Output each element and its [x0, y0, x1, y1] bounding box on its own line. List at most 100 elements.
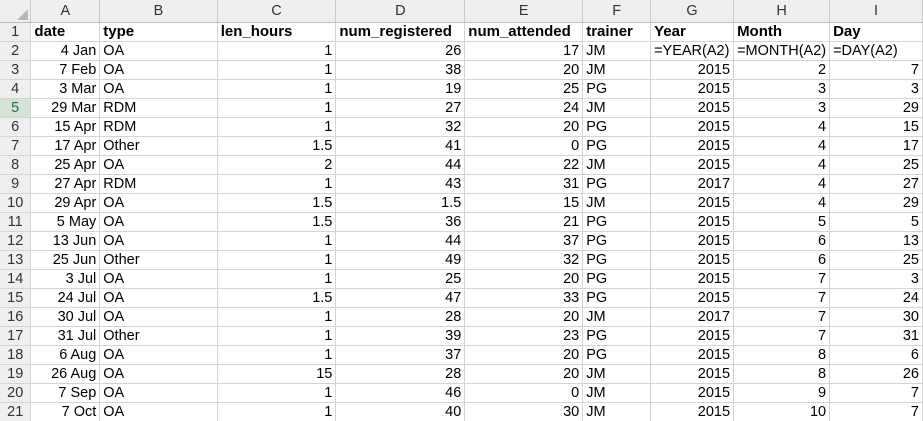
- cell-b8[interactable]: OA: [99, 155, 218, 175]
- cell-b3[interactable]: OA: [99, 60, 218, 80]
- column-title-cell[interactable]: num_registered: [335, 22, 466, 42]
- row-header-14[interactable]: 14: [0, 269, 32, 289]
- cell-f11[interactable]: PG: [582, 212, 652, 232]
- cell-i7[interactable]: 17: [829, 136, 923, 156]
- cell-b2[interactable]: OA: [99, 41, 218, 61]
- cell-a14[interactable]: 3 Jul: [30, 269, 101, 289]
- cell-c21[interactable]: 1: [217, 402, 337, 421]
- row-header-3[interactable]: 3: [0, 60, 32, 80]
- cell-g14[interactable]: 2015: [650, 269, 735, 289]
- cell-d3[interactable]: 38: [335, 60, 466, 80]
- cell-f9[interactable]: PG: [582, 174, 652, 194]
- cell-b9[interactable]: RDM: [99, 174, 218, 194]
- cell-a12[interactable]: 13 Jun: [30, 231, 101, 251]
- cell-h2[interactable]: =MONTH(A2): [733, 41, 831, 61]
- cell-c6[interactable]: 1: [217, 117, 337, 137]
- cell-i14[interactable]: 3: [829, 269, 923, 289]
- column-header-c[interactable]: C: [217, 0, 337, 23]
- cell-c14[interactable]: 1: [217, 269, 337, 289]
- cell-i19[interactable]: 26: [829, 364, 923, 384]
- cell-i16[interactable]: 30: [829, 307, 923, 327]
- cell-b11[interactable]: OA: [99, 212, 218, 232]
- cell-e8[interactable]: 22: [464, 155, 584, 175]
- cell-c16[interactable]: 1: [217, 307, 337, 327]
- cell-c5[interactable]: 1: [217, 98, 337, 118]
- cell-d20[interactable]: 46: [335, 383, 466, 403]
- cell-g21[interactable]: 2015: [650, 402, 735, 421]
- cell-g6[interactable]: 2015: [650, 117, 735, 137]
- cell-e21[interactable]: 30: [464, 402, 584, 421]
- cell-d8[interactable]: 44: [335, 155, 466, 175]
- cell-g18[interactable]: 2015: [650, 345, 735, 365]
- column-header-f[interactable]: F: [582, 0, 652, 23]
- column-title-cell[interactable]: date: [30, 22, 101, 42]
- cell-f12[interactable]: PG: [582, 231, 652, 251]
- cell-e20[interactable]: 0: [464, 383, 584, 403]
- row-header-1[interactable]: 1: [0, 22, 32, 42]
- cell-d17[interactable]: 39: [335, 326, 466, 346]
- cell-a16[interactable]: 30 Jul: [30, 307, 101, 327]
- cell-b13[interactable]: Other: [99, 250, 218, 270]
- cell-g3[interactable]: 2015: [650, 60, 735, 80]
- cell-e17[interactable]: 23: [464, 326, 584, 346]
- column-header-h[interactable]: H: [733, 0, 831, 23]
- cell-c7[interactable]: 1.5: [217, 136, 337, 156]
- cell-d21[interactable]: 40: [335, 402, 466, 421]
- cell-d12[interactable]: 44: [335, 231, 466, 251]
- cell-h5[interactable]: 3: [733, 98, 831, 118]
- row-header-2[interactable]: 2: [0, 41, 32, 61]
- cell-g16[interactable]: 2017: [650, 307, 735, 327]
- cell-e7[interactable]: 0: [464, 136, 584, 156]
- cell-e12[interactable]: 37: [464, 231, 584, 251]
- cell-g11[interactable]: 2015: [650, 212, 735, 232]
- column-title-cell[interactable]: num_attended: [464, 22, 584, 42]
- cell-d14[interactable]: 25: [335, 269, 466, 289]
- cell-g17[interactable]: 2015: [650, 326, 735, 346]
- cell-d11[interactable]: 36: [335, 212, 466, 232]
- cell-b20[interactable]: OA: [99, 383, 218, 403]
- row-header-8[interactable]: 8: [0, 155, 32, 175]
- cell-i2[interactable]: =DAY(A2): [829, 41, 923, 61]
- cell-f3[interactable]: JM: [582, 60, 652, 80]
- cell-b12[interactable]: OA: [99, 231, 218, 251]
- cell-g2[interactable]: =YEAR(A2): [650, 41, 735, 61]
- cell-c13[interactable]: 1: [217, 250, 337, 270]
- cell-i18[interactable]: 6: [829, 345, 923, 365]
- cell-d15[interactable]: 47: [335, 288, 466, 308]
- cell-d6[interactable]: 32: [335, 117, 466, 137]
- cell-b10[interactable]: OA: [99, 193, 218, 213]
- cell-h7[interactable]: 4: [733, 136, 831, 156]
- cell-f7[interactable]: PG: [582, 136, 652, 156]
- cell-e18[interactable]: 20: [464, 345, 584, 365]
- row-header-21[interactable]: 21: [0, 402, 32, 421]
- cell-b5[interactable]: RDM: [99, 98, 218, 118]
- cell-b6[interactable]: RDM: [99, 117, 218, 137]
- cell-i5[interactable]: 29: [829, 98, 923, 118]
- column-header-g[interactable]: G: [650, 0, 735, 23]
- cell-b19[interactable]: OA: [99, 364, 218, 384]
- cell-d2[interactable]: 26: [335, 41, 466, 61]
- column-title-cell[interactable]: trainer: [582, 22, 652, 42]
- cell-a9[interactable]: 27 Apr: [30, 174, 101, 194]
- cell-f20[interactable]: JM: [582, 383, 652, 403]
- cell-a7[interactable]: 17 Apr: [30, 136, 101, 156]
- cell-g4[interactable]: 2015: [650, 79, 735, 99]
- cell-a5[interactable]: 29 Mar: [30, 98, 101, 118]
- cell-a11[interactable]: 5 May: [30, 212, 101, 232]
- column-header-i[interactable]: I: [829, 0, 923, 23]
- cell-h18[interactable]: 8: [733, 345, 831, 365]
- column-title-cell[interactable]: Month: [733, 22, 831, 42]
- cell-i13[interactable]: 25: [829, 250, 923, 270]
- cell-d7[interactable]: 41: [335, 136, 466, 156]
- cell-g8[interactable]: 2015: [650, 155, 735, 175]
- cell-a4[interactable]: 3 Mar: [30, 79, 101, 99]
- row-header-9[interactable]: 9: [0, 174, 32, 194]
- cell-a21[interactable]: 7 Oct: [30, 402, 101, 421]
- cell-d18[interactable]: 37: [335, 345, 466, 365]
- cell-a18[interactable]: 6 Aug: [30, 345, 101, 365]
- cell-d19[interactable]: 28: [335, 364, 466, 384]
- cell-i9[interactable]: 27: [829, 174, 923, 194]
- column-title-cell[interactable]: Day: [829, 22, 923, 42]
- cell-f8[interactable]: JM: [582, 155, 652, 175]
- cell-b15[interactable]: OA: [99, 288, 218, 308]
